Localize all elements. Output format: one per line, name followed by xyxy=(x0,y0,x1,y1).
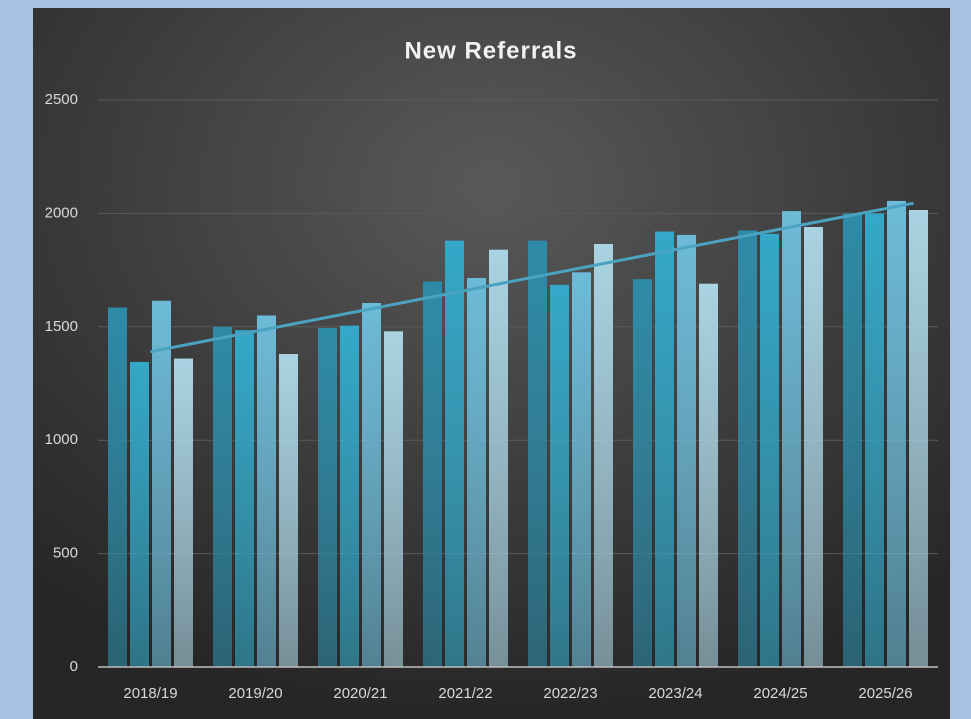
bar xyxy=(362,302,381,667)
bar xyxy=(865,213,884,667)
x-tick-label: 2025/26 xyxy=(858,685,912,702)
y-tick-label: 2000 xyxy=(45,204,78,221)
bar xyxy=(279,354,298,667)
bar xyxy=(572,272,591,667)
bar xyxy=(174,358,193,667)
x-tick-label: 2020/21 xyxy=(333,685,387,702)
bar xyxy=(130,361,149,667)
bar xyxy=(257,315,276,667)
bar xyxy=(594,244,613,667)
bar xyxy=(843,213,862,667)
bar xyxy=(213,326,232,667)
bar xyxy=(445,240,464,667)
bar xyxy=(384,331,403,667)
bar xyxy=(782,211,801,667)
x-tick-label: 2021/22 xyxy=(438,685,492,702)
y-tick-label: 1000 xyxy=(45,431,78,448)
y-tick-label: 0 xyxy=(70,658,78,675)
bar xyxy=(108,307,127,667)
x-tick-label: 2024/25 xyxy=(753,685,807,702)
bar xyxy=(423,281,442,667)
bar xyxy=(909,209,928,668)
bar xyxy=(677,234,696,668)
bar xyxy=(340,325,359,667)
y-tick-label: 1500 xyxy=(45,318,78,335)
chart-title: New Referrals xyxy=(404,37,577,64)
x-tick-label: 2023/24 xyxy=(648,685,702,702)
trendline xyxy=(150,201,914,354)
bar xyxy=(235,330,254,667)
bar xyxy=(655,231,674,667)
bar xyxy=(550,284,569,667)
x-tick-label: 2019/20 xyxy=(228,685,282,702)
x-tick-label: 2022/23 xyxy=(543,685,597,702)
bar xyxy=(633,279,652,667)
x-tick-label: 2018/19 xyxy=(123,685,177,702)
y-tick-label: 2500 xyxy=(45,91,78,108)
bar xyxy=(804,227,823,667)
bar xyxy=(489,249,508,668)
bar xyxy=(528,240,547,667)
bar xyxy=(887,200,906,667)
y-tick-label: 500 xyxy=(53,545,78,562)
bar xyxy=(318,327,337,667)
bar xyxy=(152,300,171,667)
bar xyxy=(467,278,486,667)
bar xyxy=(760,233,779,667)
bar xyxy=(738,230,757,667)
bar xyxy=(699,283,718,667)
